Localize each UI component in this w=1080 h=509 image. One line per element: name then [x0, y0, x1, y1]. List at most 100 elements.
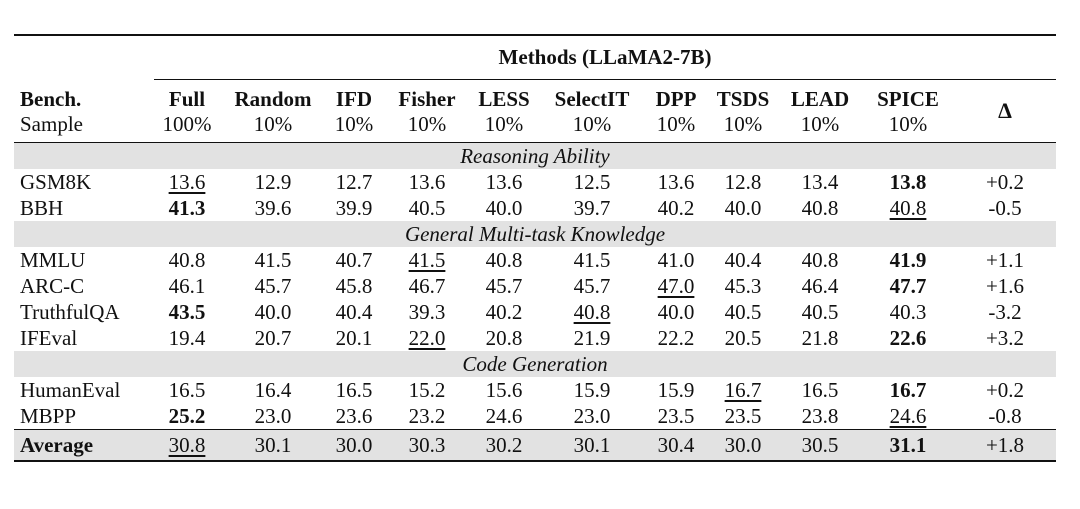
score-cell: 12.8 [724, 169, 762, 194]
delta-cell: +0.2 [985, 377, 1025, 402]
method-name-selectit: SelectIT [554, 87, 630, 111]
section-header-row: Reasoning Ability [14, 142, 1056, 169]
score-cell: 15.6 [485, 377, 523, 402]
score-cell: 47.0 [657, 273, 695, 298]
score-cell: 40.4 [335, 299, 373, 324]
score-cell: 30.0 [724, 432, 762, 457]
score-cell: 16.5 [168, 377, 206, 402]
score-cell: 15.9 [657, 377, 695, 402]
method-name-random: Random [234, 87, 312, 111]
score-cell: 23.6 [335, 403, 373, 428]
score-cell: 45.3 [724, 273, 762, 298]
method-sample-full: 100% [162, 112, 212, 136]
method-sample-selectit: 10% [572, 112, 612, 136]
score-cell: 30.2 [485, 432, 523, 457]
score-cell: 12.7 [335, 169, 373, 194]
delta-cell: -0.8 [988, 403, 1022, 428]
score-cell: 22.6 [889, 325, 927, 350]
score-cell: 13.6 [485, 169, 523, 194]
score-cell: 23.5 [724, 403, 762, 428]
score-cell: 13.6 [408, 169, 446, 194]
score-cell: 31.1 [889, 432, 927, 457]
score-cell: 30.3 [408, 432, 446, 457]
method-sample-lead: 10% [800, 112, 840, 136]
bench-name: Average [14, 429, 150, 462]
score-cell: 39.9 [335, 195, 373, 220]
method-sample-ifd: 10% [334, 112, 374, 136]
score-cell: 40.7 [335, 247, 373, 272]
score-cell: 19.4 [168, 325, 206, 350]
method-name-less: LESS [478, 87, 530, 111]
score-cell: 22.2 [657, 325, 695, 350]
score-cell: 16.5 [335, 377, 373, 402]
score-cell: 41.5 [573, 247, 611, 272]
score-cell: 23.5 [657, 403, 695, 428]
table-row: IFEval 19.4 20.7 20.1 22.0 20.8 21.9 22.2 20.5 21… [14, 325, 1056, 351]
bench-name: TruthfulQA [20, 299, 120, 324]
score-cell: 40.5 [724, 299, 762, 324]
score-cell: 43.5 [168, 299, 206, 324]
sample-header: Sample [20, 112, 83, 136]
score-cell: 40.0 [724, 195, 762, 220]
score-cell: 40.8 [801, 195, 839, 220]
table-row: ARC-C 46.1 45.7 45.8 46.7 45.7 45.7 47.0 45.3 46.… [14, 273, 1056, 299]
method-name-fisher: Fisher [398, 87, 456, 111]
table-row: BBH 41.3 39.6 39.9 40.5 40.0 39.7 40.2 40.0 40.8 4… [14, 195, 1056, 221]
score-cell: 40.8 [573, 299, 611, 324]
score-cell: 20.5 [724, 325, 762, 350]
delta-cell: +1.6 [985, 273, 1025, 298]
score-cell: 40.5 [801, 299, 839, 324]
method-name-row: Bench. Full Random IFD Fisher LESS SelectIT DP… [14, 80, 1056, 123]
score-cell: 41.9 [889, 247, 927, 272]
score-cell: 23.8 [801, 403, 839, 428]
score-cell: 45.8 [335, 273, 373, 298]
score-cell: 30.5 [801, 432, 839, 457]
score-cell: 41.5 [408, 247, 446, 272]
score-cell: 16.5 [801, 377, 839, 402]
bench-header: Bench. [20, 87, 82, 111]
method-sample-spice: 10% [888, 112, 928, 136]
score-cell: 39.3 [408, 299, 446, 324]
delta-header: Δ [998, 98, 1012, 123]
score-cell: 15.9 [573, 377, 611, 402]
bench-name: HumanEval [20, 377, 121, 402]
score-cell: 23.0 [254, 403, 292, 428]
bench-name: ARC-C [20, 273, 85, 298]
score-cell: 23.0 [573, 403, 611, 428]
delta-cell: -3.2 [988, 299, 1022, 324]
score-cell: 30.0 [335, 432, 373, 457]
method-sample-dpp: 10% [656, 112, 696, 136]
score-cell: 40.2 [657, 195, 695, 220]
score-cell: 12.5 [573, 169, 611, 194]
score-cell: 40.8 [485, 247, 523, 272]
score-cell: 40.0 [657, 299, 695, 324]
score-cell: 41.0 [657, 247, 695, 272]
score-cell: 40.5 [408, 195, 446, 220]
score-cell: 24.6 [889, 403, 927, 428]
score-cell: 20.7 [254, 325, 292, 350]
score-cell: 21.9 [573, 325, 611, 350]
results-table-container: Methods (LLaMA2-7B) Bench. Full Random IFD… [14, 34, 1056, 462]
method-name-dpp: DPP [655, 87, 697, 111]
delta-cell: +1.8 [954, 429, 1056, 462]
score-cell: 40.3 [889, 299, 927, 324]
bench-name: MMLU [20, 247, 86, 272]
score-cell: 13.6 [168, 169, 206, 194]
score-cell: 24.6 [485, 403, 523, 428]
group-header-row: Methods (LLaMA2-7B) [14, 34, 1056, 80]
score-cell: 45.7 [485, 273, 523, 298]
delta-cell: +3.2 [985, 325, 1025, 350]
score-cell: 30.8 [168, 432, 206, 457]
score-cell: 30.1 [573, 432, 611, 457]
method-sample-less: 10% [484, 112, 524, 136]
table-row: HumanEval 16.5 16.4 16.5 15.2 15.6 15.9 15.9 16.… [14, 377, 1056, 403]
score-cell: 40.8 [889, 195, 927, 220]
score-cell: 40.8 [168, 247, 206, 272]
score-cell: 13.4 [801, 169, 839, 194]
score-cell: 15.2 [408, 377, 446, 402]
method-name-tsds: TSDS [716, 87, 770, 111]
table-row: MMLU 40.8 41.5 40.7 41.5 40.8 41.5 41.0 40.4 40.8… [14, 247, 1056, 273]
score-cell: 13.6 [657, 169, 695, 194]
bench-name: BBH [20, 195, 64, 220]
score-cell: 41.3 [168, 195, 206, 220]
